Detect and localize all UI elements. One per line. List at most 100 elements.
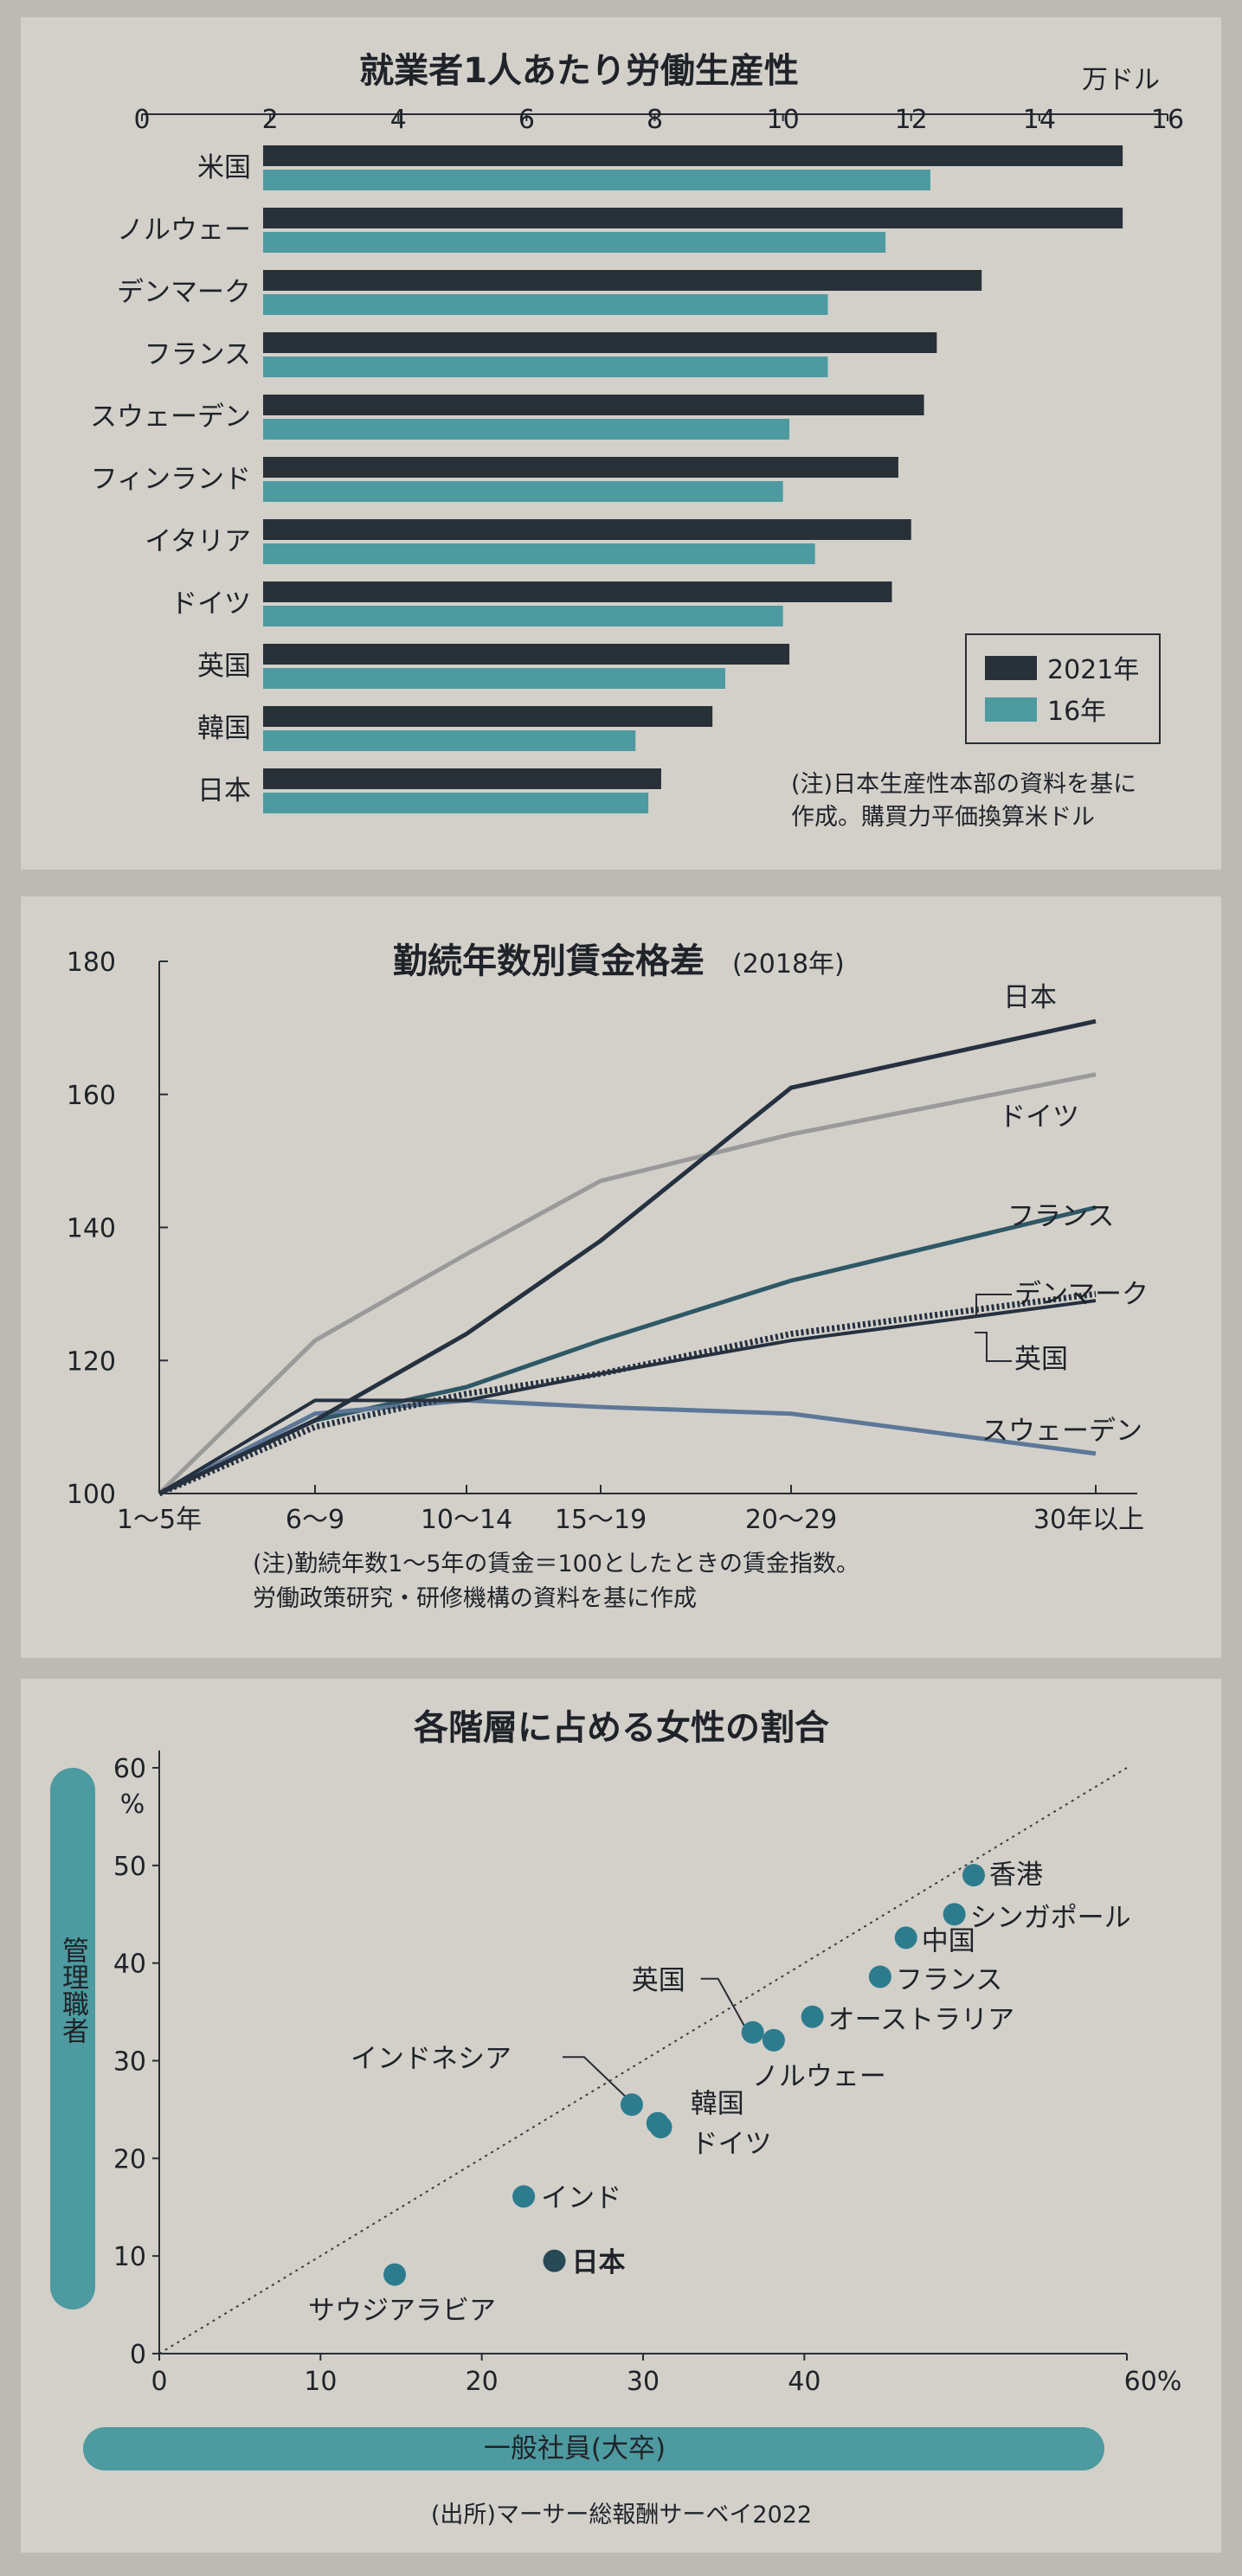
line-series-label: デンマーク <box>1014 1279 1149 1310</box>
bar-chart-title: 就業者1人あたり労働生産性 <box>359 51 799 91</box>
bar-2021 <box>263 706 713 727</box>
scatter-y-unit: % <box>120 1789 145 1820</box>
bar-2021 <box>263 332 937 353</box>
productivity-bar-chart: 就業者1人あたり労働生産性 万ドル 0 2 4 6 8 10 12 14 16 米国ノルウェーデンマー… <box>90 51 1184 831</box>
bar-2021 <box>263 145 1123 166</box>
scatter-point <box>801 2005 824 2028</box>
scatter-point-label: 英国 <box>632 1965 685 1996</box>
legend-swatch-2021 <box>985 656 1037 680</box>
line-x-tick-label: 1～5年 <box>117 1505 202 1535</box>
bar-category-label: スウェーデン <box>90 401 251 433</box>
bar-2021 <box>263 644 790 665</box>
scatter-point <box>762 2028 785 2052</box>
scatter-y-tick-label: 0 <box>130 2340 146 2370</box>
bar-2016 <box>263 232 886 253</box>
bar-chart-note: 作成。購買力平価換算米ドル <box>791 804 1095 831</box>
scatter-x-tick-label: 20 <box>466 2367 499 2397</box>
bar-category-label: ノルウェー <box>117 215 251 246</box>
scatter-point-label: ノルウェー <box>752 2061 886 2092</box>
legend-label-2021: 2021年 <box>1047 655 1139 685</box>
scatter-x-tick-label: 40 <box>788 2367 820 2397</box>
scatter-point-label: フランス <box>896 1964 1002 1995</box>
bar-2016 <box>263 606 783 626</box>
scatter-point <box>962 1864 985 1887</box>
scatter-point <box>649 2116 672 2139</box>
line-series-label: スウェーデン <box>981 1416 1142 1447</box>
line-x-tick-label: 10～14 <box>421 1505 512 1535</box>
scatter-point <box>894 1926 917 1950</box>
bar-chart-unit: 万ドル <box>1082 65 1160 95</box>
bar-x-tick-label: 4 <box>390 105 407 135</box>
scatter-point <box>543 2249 566 2272</box>
line-x-tick-label: 15～19 <box>555 1505 647 1535</box>
line-y-tick-label: 180 <box>67 948 116 978</box>
bar-x-tick-label: 10 <box>767 105 800 135</box>
line-series-label: 日本 <box>1003 982 1057 1013</box>
scatter-x-tick-label: 60% <box>1124 2367 1182 2397</box>
scatter-point-label: インドネシア <box>351 2043 512 2074</box>
line-y-tick-label: 100 <box>67 1480 116 1510</box>
bar-x-tick-label: 14 <box>1023 105 1056 135</box>
bar-category-label: 韓国 <box>197 713 251 744</box>
bar-x-tick-label: 8 <box>647 105 663 135</box>
bar-legend-box <box>965 633 1161 744</box>
scatter-point-label: 香港 <box>989 1860 1043 1891</box>
bar-legend: 2021年 16年 <box>965 633 1161 744</box>
line-series-5 <box>158 1397 1097 1496</box>
bar-x-tick-label: 0 <box>133 105 150 135</box>
bar-2016 <box>263 543 815 564</box>
productivity-chart-panel: 就業者1人あたり労働生産性 万ドル 0 2 4 6 8 10 12 14 16 米国 ノルウェー デンマー… <box>21 17 1221 870</box>
scatter-point <box>620 2093 643 2117</box>
scatter-point-label: オーストラリア <box>828 2005 1014 2036</box>
scatter-y-tick-label: 10 <box>113 2242 146 2272</box>
bar-category-label: 英国 <box>197 651 251 682</box>
bar-category-label: デンマーク <box>117 277 251 308</box>
scatter-point-label: 日本 <box>572 2247 626 2278</box>
bar-2016 <box>263 481 783 502</box>
wage-gap-chart-panel: 勤続年数別賃金格差 (2018年) 100 120 140 160 180 1～5年 6～9 10… <box>21 896 1221 1658</box>
scatter-point-label: インド <box>541 2182 621 2213</box>
scatter-point <box>943 1903 966 1926</box>
scatter-y-tick-label: 20 <box>113 2144 146 2175</box>
leader-line-denmark <box>966 1294 1012 1318</box>
scatter-x-tick-label: 0 <box>151 2367 167 2397</box>
bar-2021 <box>263 208 1123 228</box>
bar-2016 <box>263 294 828 315</box>
line-y-tick-label: 160 <box>67 1081 116 1111</box>
bar-category-label: フランス <box>145 339 251 370</box>
scatter-point <box>741 2020 764 2044</box>
bar-category-label: フィンランド <box>91 464 251 495</box>
bar-2016 <box>263 357 828 377</box>
scatter-point-label: シンガポール <box>970 1902 1131 1933</box>
bar-x-tick-label: 16 <box>1151 105 1184 135</box>
line-series-label: フランス <box>1007 1201 1114 1232</box>
scatter-chart-title: 各階層に占める女性の割合 <box>414 1708 829 1748</box>
line-chart-note: 労働政策研究・研修機構の資料を基に作成 <box>253 1585 697 1612</box>
female-ratio-chart-panel: 各階層に占める女性の割合 管理職者 一般社員(大卒) 0 10 20 30 40 50 60% 0 1… <box>21 1679 1221 2553</box>
bar-category-label: 日本 <box>197 775 251 806</box>
bar-2016 <box>263 793 649 813</box>
scatter-point-label: 中国 <box>922 1925 975 1956</box>
scatter-y-tick-label: 50 <box>113 1852 146 1882</box>
scatter-y-tick-label: 60 <box>113 1754 146 1784</box>
line-y-tick-label: 120 <box>67 1346 116 1377</box>
scatter-x-label: 一般社員(大卒) <box>484 2433 666 2464</box>
bar-category-label: 米国 <box>197 152 251 183</box>
x-axis-band <box>83 2427 1104 2470</box>
line-x-tick-label: 6～9 <box>286 1505 344 1535</box>
leader-line-uk <box>975 1332 1012 1362</box>
bar-x-tick-label: 6 <box>518 105 535 135</box>
scatter-x-tick-label: 10 <box>304 2367 337 2397</box>
scatter-y-tick-label: 40 <box>113 1950 146 1980</box>
scatter-point <box>512 2185 536 2208</box>
bar-2021 <box>263 395 924 415</box>
leader-line-indonesia <box>562 2056 626 2097</box>
line-chart-note: (注)勤続年数1～5年の賃金＝100としたときの賃金指数。 <box>253 1551 859 1577</box>
equality-diagonal <box>158 1767 1128 2354</box>
bar-category-label: イタリア <box>145 526 251 557</box>
line-series-2 <box>158 1205 1097 1496</box>
scatter-chart-source: (出所)マーサー総報酬サーベイ2022 <box>431 2502 812 2528</box>
line-series-label: 英国 <box>1014 1344 1068 1375</box>
scatter-point <box>868 1965 891 1988</box>
